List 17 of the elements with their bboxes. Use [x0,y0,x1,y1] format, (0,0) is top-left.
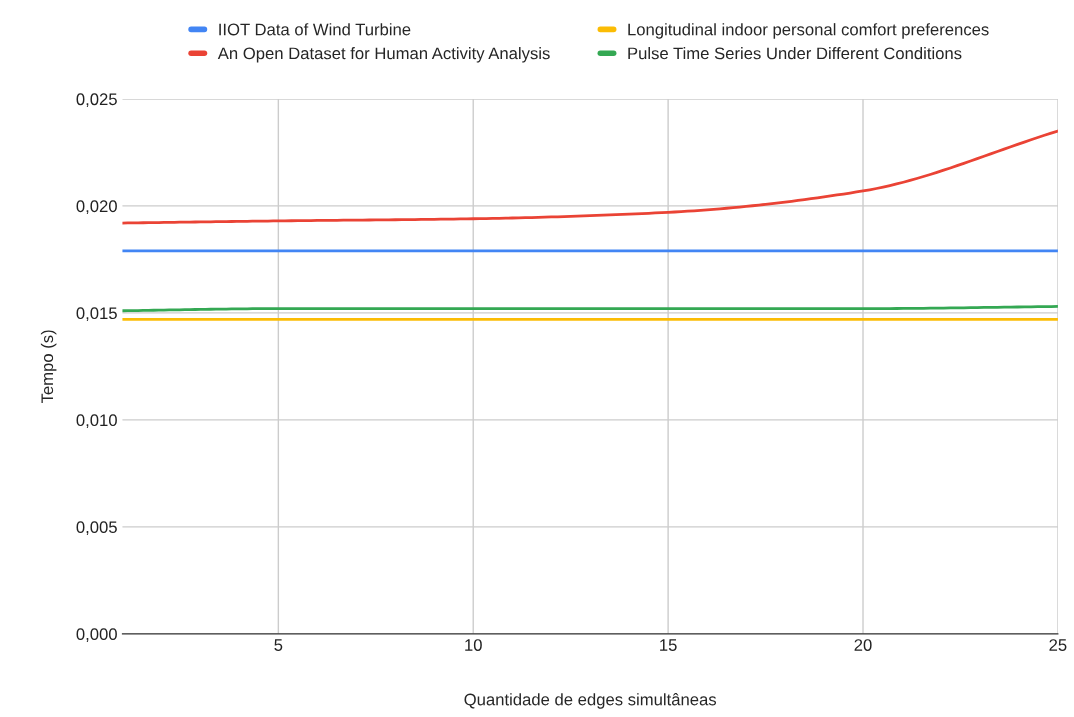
x-tick-label: 10 [465,639,482,651]
y-tick-label: 0,010 [76,414,117,429]
y-tick-label: 0,005 [76,521,117,536]
y-axis-title: Tempo (s) [40,330,57,404]
x-tick-label: 25 [1049,639,1067,651]
legend-label: IIOT Data of Wind Turbine [219,23,411,36]
x-axis-title: Quantidade de edges simultâneas [464,693,717,709]
y-tick-label: 0,020 [76,200,117,215]
x-tick-label: 5 [274,639,283,651]
x-tick-label: 15 [660,639,677,651]
legend-label: Pulse Time Series Under Different Conditions [628,47,962,60]
y-tick-label: 0,025 [76,93,117,108]
legend-label: An Open Dataset for Human Activity Analysis [217,47,550,63]
y-tick-label: 0,015 [76,307,117,322]
x-tick-label: 20 [854,639,872,651]
y-tick-label: 0,000 [76,628,117,642]
legend-label: Longitudinal indoor personal comfort preferences [628,23,989,39]
